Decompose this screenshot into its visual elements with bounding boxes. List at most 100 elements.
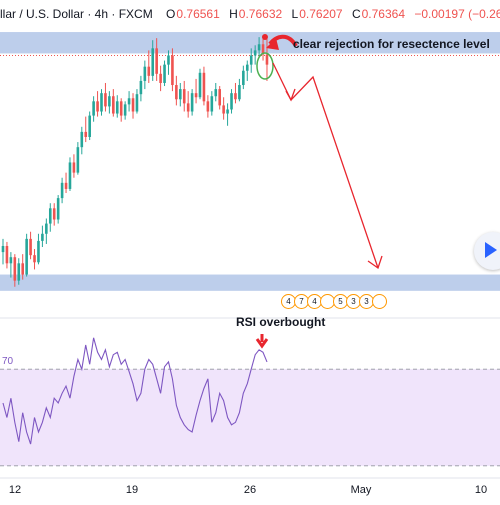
time-axis-label: 26 [244,484,256,496]
time-axis-label: 19 [126,484,138,496]
candle-body[interactable] [190,93,194,112]
candle-body[interactable] [147,66,151,76]
candle-body[interactable] [206,101,210,112]
candle-body[interactable] [171,55,174,86]
candle-body[interactable] [76,147,80,173]
candle-body[interactable] [202,72,206,102]
economic-events: 4 7 4 5 3 3 [281,294,387,312]
candle-body[interactable] [115,101,119,114]
candle-body[interactable] [226,109,229,114]
candle-body[interactable] [253,50,257,56]
candle-body[interactable] [131,98,135,112]
rsi-level-label: 70 [2,356,14,367]
rejection-curved-arrow[interactable] [268,34,298,48]
candle-body[interactable] [175,85,178,100]
candle-body[interactable] [100,93,103,112]
candle-body[interactable] [238,85,241,100]
candle-body[interactable] [182,89,186,104]
candle-body[interactable] [123,104,127,116]
candle-body[interactable] [17,263,21,281]
projection-arrowhead-1 [285,88,296,102]
projection-arrowhead-2 [367,255,383,270]
change-value: −0.00197 (−0.26%) [414,7,500,21]
rsi-overbought-arrow[interactable] [255,334,269,349]
candle-body[interactable] [21,263,24,275]
high-label: H [229,7,238,21]
time-axis-label: 10 [475,484,487,496]
candle-body[interactable] [33,255,36,263]
rejection-annotation[interactable]: clear rejection for resectence level [293,37,490,51]
candle-body[interactable] [167,55,170,65]
candle-body[interactable] [242,70,245,86]
rejection-highlight-circle[interactable] [256,52,274,80]
candle-body[interactable] [108,96,111,107]
candle-body[interactable] [9,257,13,264]
event-marker[interactable] [372,294,387,309]
candle-body[interactable] [13,257,17,281]
symbol-legend: llar / U.S. Dollar · 4h · FXCM O0.76561 … [0,4,500,24]
rsi-line[interactable] [2,337,268,445]
candle-body[interactable] [155,48,158,74]
candle-body[interactable] [245,64,249,71]
candle-body[interactable] [230,93,233,110]
low-value: 0.76207 [299,7,343,21]
candle-body[interactable] [45,223,48,234]
candle-body[interactable] [198,72,202,98]
candle-body[interactable] [261,44,265,55]
candle-body[interactable] [151,48,155,76]
candle-body[interactable] [25,238,28,275]
candle-body[interactable] [222,105,225,114]
close-label: C [351,7,361,21]
candle-body[interactable] [194,93,198,98]
symbol-title[interactable]: llar / U.S. Dollar · 4h · FXCM [0,7,153,21]
candle-body[interactable] [135,94,139,112]
candle-body[interactable] [139,80,143,95]
candle-body[interactable] [37,240,40,263]
candle-body[interactable] [119,101,123,116]
candle-body[interactable] [257,44,261,51]
event-marker[interactable]: 4 [307,294,322,309]
candle-body[interactable] [64,182,68,189]
open-value: 0.76561 [176,7,220,21]
candle-body[interactable] [60,182,64,199]
candle-body[interactable] [179,89,182,100]
candle-body[interactable] [68,162,72,189]
candle-body[interactable] [163,64,166,83]
candle-body[interactable] [210,96,214,112]
candle-body[interactable] [112,96,115,114]
candle-body[interactable] [56,198,60,220]
low-label: L [291,7,299,21]
candle-body[interactable] [127,98,131,105]
candle-body[interactable] [96,101,99,112]
support-zone[interactable] [0,274,500,291]
candle-body[interactable] [265,54,269,65]
candle-body[interactable] [52,208,56,220]
candle-body[interactable] [80,131,84,148]
candle-body[interactable] [48,208,52,224]
candle-body[interactable] [88,115,91,137]
candle-body[interactable] [92,101,95,116]
candle-body[interactable] [249,55,253,65]
candle-body[interactable] [218,89,221,106]
candle-body[interactable] [186,103,190,112]
candle-body[interactable] [234,93,237,100]
resistance-zone[interactable] [0,32,500,54]
candle-body[interactable] [29,238,32,256]
candle-body[interactable] [1,246,5,253]
event-marker[interactable]: 5 [333,294,348,309]
candle-body[interactable] [72,162,76,173]
candle-body[interactable] [84,131,88,137]
candle-body[interactable] [104,93,107,107]
candle-body[interactable] [143,66,147,81]
high-value: 0.76632 [238,7,283,21]
candle-body[interactable] [214,89,218,97]
candle-body[interactable] [5,246,9,264]
rejection-marker-dot [261,34,268,40]
candle-body[interactable] [159,73,162,83]
projection-path[interactable] [272,62,379,269]
scroll-to-realtime-button[interactable] [474,232,500,270]
rsi-annotation[interactable]: RSI overbought [236,315,326,329]
candle-body[interactable] [41,233,44,241]
